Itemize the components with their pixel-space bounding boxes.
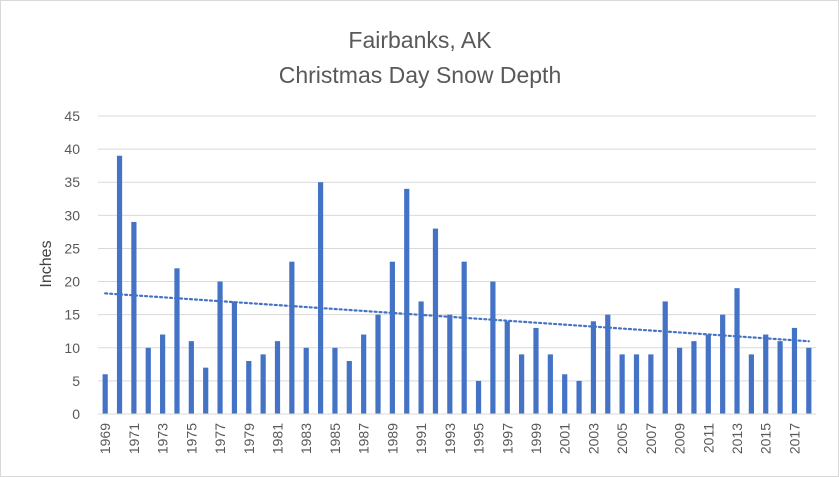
- trendline-layer: [104, 292, 810, 343]
- bar-2003: [590, 321, 597, 414]
- bar-1982: [289, 261, 295, 414]
- bar-2013: [734, 288, 740, 414]
- x-tick-label: 1985: [327, 423, 343, 454]
- x-tick-label: 2017: [786, 423, 802, 454]
- bar-1997: [504, 321, 510, 414]
- bar-1988: [375, 314, 381, 414]
- x-tick-label: 1983: [298, 423, 314, 454]
- y-tick-label: 45: [64, 108, 80, 124]
- bar-1983: [303, 347, 309, 414]
- bar-1969: [102, 374, 108, 414]
- bar-1986: [346, 361, 352, 414]
- bar-2004: [605, 314, 611, 414]
- y-tick-label: 10: [64, 340, 80, 356]
- bar-1984: [317, 182, 324, 414]
- x-tick-label: 2011: [700, 423, 716, 453]
- bar-2001: [562, 374, 568, 414]
- bar-1999: [533, 327, 539, 414]
- bar-2015: [763, 334, 769, 414]
- x-tick-label: 2013: [729, 423, 745, 454]
- bar-2007: [648, 354, 654, 414]
- bar-1985: [332, 347, 338, 414]
- x-tick-label: 1973: [155, 423, 171, 454]
- x-tick-label: 1971: [126, 423, 142, 454]
- x-tick-label: 2007: [643, 423, 659, 454]
- x-tick-label: 1981: [270, 423, 286, 454]
- x-tick-label: 1999: [528, 423, 544, 454]
- x-tick-label: 1995: [471, 423, 487, 454]
- bar-1977: [217, 281, 223, 414]
- y-tick-label: 40: [64, 141, 80, 157]
- bar-2018: [806, 347, 812, 414]
- y-tick-labels: 0 5 10 15 20 25 30 35 40 45: [64, 108, 80, 422]
- y-axis-title: Inches: [38, 240, 55, 287]
- x-tick-label: 2015: [758, 423, 774, 454]
- bar-1994: [461, 261, 467, 414]
- x-tick-label: 1991: [413, 423, 429, 454]
- bar-1978: [231, 301, 238, 414]
- x-tick-label: 1979: [241, 423, 257, 454]
- bar-1987: [361, 334, 367, 414]
- y-tick-label: 25: [64, 240, 80, 256]
- x-tick-label: 1977: [212, 423, 228, 454]
- bar-1971: [131, 221, 137, 414]
- x-tick-label: 1987: [356, 423, 372, 454]
- bar-2006: [633, 354, 640, 414]
- bar-2017: [791, 327, 798, 414]
- x-tick-labels: 1969 1971 1973 1975 1977 1979 1981 1983 1985 1987…: [97, 423, 802, 454]
- bar-1976: [203, 367, 209, 414]
- bar-2000: [547, 354, 553, 414]
- bar-1998: [519, 354, 525, 414]
- x-tick-label: 2001: [557, 423, 573, 454]
- y-tick-label: 35: [64, 174, 80, 190]
- bar-1973: [160, 334, 166, 414]
- x-tick-label: 1993: [442, 423, 458, 454]
- y-tick-label: 15: [64, 307, 80, 323]
- bar-1972: [145, 347, 151, 414]
- bar-2012: [720, 314, 726, 414]
- y-tick-label: 5: [72, 373, 80, 389]
- x-tick-label: 1975: [183, 423, 199, 454]
- bar-2011: [705, 334, 711, 414]
- x-tick-label: 1989: [384, 423, 400, 454]
- bar-2014: [748, 354, 754, 414]
- y-tick-label: 0: [72, 406, 80, 422]
- bar-1981: [274, 341, 281, 414]
- x-tick-label: 2009: [672, 423, 688, 454]
- bar-2010: [691, 341, 697, 414]
- y-tick-label: 30: [64, 207, 80, 223]
- x-tick-label: 2003: [585, 423, 601, 454]
- bar-1979: [246, 361, 252, 414]
- bar-1980: [260, 354, 266, 414]
- x-tick-label: 1997: [499, 423, 515, 454]
- x-tick-label: 1969: [97, 423, 113, 454]
- bars: [98, 155, 816, 415]
- bar-2008: [662, 301, 668, 414]
- bar-2005: [619, 354, 625, 414]
- bar-1993: [447, 314, 453, 414]
- bar-1989: [389, 261, 395, 414]
- chart-title-line-2: Christmas Day Snow Depth: [279, 62, 562, 88]
- bar-1991: [418, 301, 424, 414]
- bar-1975: [188, 341, 194, 414]
- trendline: [104, 292, 810, 343]
- x-tick-label: 2005: [614, 423, 630, 454]
- bar-1970: [116, 155, 123, 414]
- bar-2002: [576, 380, 582, 414]
- bar-1995: [475, 380, 482, 414]
- bar-1974: [174, 268, 180, 414]
- bar-1996: [490, 281, 496, 414]
- bar-2016: [777, 341, 783, 414]
- bar-1990: [404, 188, 410, 414]
- bar-1992: [432, 228, 439, 414]
- bar-2009: [676, 347, 683, 414]
- chart-title-line-1: Fairbanks, AK: [348, 27, 492, 53]
- y-tick-label: 20: [64, 274, 80, 290]
